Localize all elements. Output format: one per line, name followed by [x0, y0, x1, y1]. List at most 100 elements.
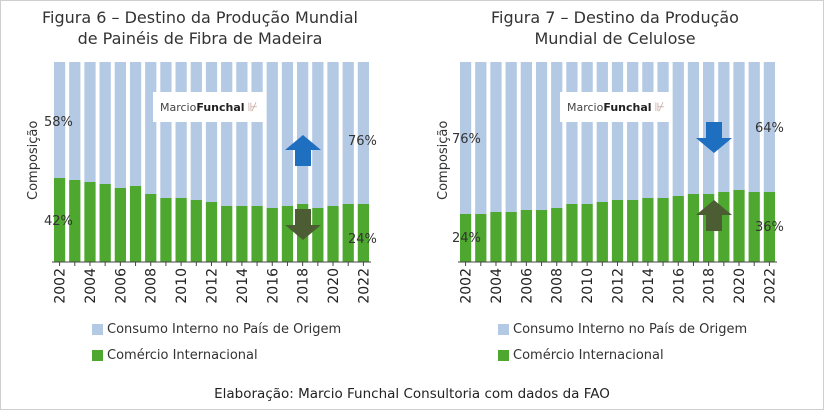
chart-1-bar-domestic-2002 — [53, 62, 66, 178]
chart-1-title-line-1: Figura 6 – Destino da Produção Mundial — [42, 8, 358, 27]
chart-1-bar-trade-2013 — [221, 206, 233, 262]
chart-2-x-tick-label-2002: 2002 — [459, 268, 475, 304]
legend-item-domestic: Consumo Interno no País de Origem — [92, 320, 341, 338]
chart-1-bar-domestic-2010 — [175, 62, 187, 198]
chart-1-bar-domestic-2013 — [221, 62, 233, 206]
chart-2-bar-trade-2015 — [657, 198, 669, 262]
chart-2-bar-trade-2013 — [627, 200, 639, 262]
chart-1-bar-trade-2015 — [251, 206, 263, 262]
legend-swatch-domestic — [92, 323, 103, 335]
chart-2-bar-trade-2020 — [733, 190, 745, 262]
chart-1-bar-trade-2002 — [53, 178, 66, 262]
chart-2-x-tick-label-2018: 2018 — [702, 268, 718, 304]
chart-2-title-line-1: Figura 7 – Destino da Produção — [491, 8, 739, 27]
chart-2-legend: Consumo Interno no País de Origem Comérc… — [498, 320, 747, 364]
chart-1-bar-trade-2008 — [145, 194, 157, 262]
chart-1-bar-domestic-2008 — [145, 62, 157, 194]
chart-2-bar-trade-2014 — [642, 198, 654, 262]
chart-2-bar-trade-2005 — [505, 212, 517, 262]
chart-2-annotation-upper-left: 76% — [452, 132, 481, 147]
chart-2-bar-trade-2008 — [551, 208, 563, 262]
chart-2-arrow-up-icon — [696, 200, 732, 231]
chart-1-x-tick-label-2002: 2002 — [53, 268, 69, 304]
chart-2-x-tick-label-2010: 2010 — [580, 268, 596, 304]
chart-2-logo-mark-icon: ⊮ — [654, 100, 665, 114]
chart-1-x-tick-label-2020: 2020 — [326, 268, 342, 304]
chart-2-bar-trade-2006 — [520, 210, 532, 262]
chart-2-bar-domestic-2022 — [763, 62, 776, 192]
chart-2-bar-domestic-2015 — [657, 62, 669, 198]
chart-1-bar-domestic-2004 — [84, 62, 96, 182]
chart-2-bar-domestic-2021 — [748, 62, 760, 192]
chart-2-bar-trade-2007 — [535, 210, 548, 262]
legend-swatch-trade — [92, 349, 103, 361]
chart-1-bar-domestic-2003 — [69, 62, 81, 180]
chart-1-bar-trade-2017 — [281, 206, 294, 262]
chart-2-x-tick-label-2014: 2014 — [641, 268, 657, 304]
legend-label-trade: Comércio Internacional — [513, 347, 664, 363]
chart-1-bar-trade-2012 — [205, 202, 218, 262]
chart-2-bar-domestic-2008 — [551, 62, 563, 208]
chart-1-bar-trade-2021 — [342, 204, 354, 262]
legend-item-domestic: Consumo Interno no País de Origem — [498, 320, 747, 338]
chart-1-bar-domestic-2007 — [129, 62, 142, 186]
chart-2-bar-domestic-2020 — [733, 62, 745, 190]
chart-1-x-tick-label-2014: 2014 — [235, 268, 251, 304]
chart-1-logo: Marcio Funchal ⊮ — [153, 92, 265, 122]
legend-item-trade: Comércio Internacional — [92, 346, 341, 364]
chart-1-annotation-upper-right: 76% — [348, 134, 377, 149]
chart-2-x-tick-label-2016: 2016 — [671, 268, 687, 304]
chart-1-bar-domestic-2009 — [160, 62, 172, 198]
chart-1-arrow-up-icon — [285, 135, 321, 166]
chart-1-bar-trade-2004 — [84, 182, 96, 262]
chart-2-bar-domestic-2009 — [566, 62, 578, 204]
chart-2-logo: Marcio Funchal ⊮ — [560, 92, 672, 122]
chart-1-x-tick-label-2010: 2010 — [174, 268, 190, 304]
chart-1-bar-domestic-2019 — [312, 62, 324, 208]
chart-1-title-line-2: de Painéis de Fibra de Madeira — [77, 29, 323, 48]
chart-1-bar-trade-2010 — [175, 198, 187, 262]
chart-2-annotation-upper-right: 64% — [755, 121, 784, 136]
chart-1-title: Figura 6 – Destino da Produção Mundial d… — [20, 7, 380, 49]
chart-1-bar-domestic-2018 — [297, 62, 309, 204]
chart-2-bar-domestic-2019 — [718, 62, 730, 192]
chart-2-bar-trade-2022 — [763, 192, 776, 262]
chart-1-bar-trade-2003 — [69, 180, 81, 262]
chart-2-annotation-lower-right: 36% — [755, 220, 784, 235]
chart-1-bar-trade-2016 — [266, 208, 278, 262]
chart-1-bar-domestic-2011 — [190, 62, 202, 200]
chart-1-bar-domestic-2005 — [99, 62, 111, 184]
chart-2-arrow-down-icon — [696, 122, 732, 153]
chart-1-logo-mark-icon: ⊮ — [247, 100, 258, 114]
chart-2-bar-trade-2017 — [687, 194, 700, 262]
chart-1-bar-trade-2019 — [312, 208, 324, 262]
chart-2-x-tick-label-2004: 2004 — [489, 268, 505, 304]
chart-2-bar-domestic-2013 — [627, 62, 639, 200]
chart-1-logo-name-2: Funchal — [196, 100, 245, 114]
legend-swatch-domestic — [498, 323, 509, 335]
legend-item-trade: Comércio Internacional — [498, 346, 747, 364]
chart-1-x-tick-label-2008: 2008 — [144, 268, 160, 304]
chart-1-bar-trade-2009 — [160, 198, 172, 262]
chart-2-bar-domestic-2006 — [520, 62, 532, 210]
chart-1-bar-domestic-2020 — [327, 62, 339, 206]
chart-2-bar-trade-2004 — [490, 212, 502, 262]
chart-1-logo-name-1: Marcio — [160, 100, 197, 114]
chart-1-x-tick-label-2016: 2016 — [265, 268, 281, 304]
chart-2-bar-domestic-2016 — [672, 62, 684, 196]
legend-label-trade: Comércio Internacional — [107, 347, 258, 363]
chart-2-bar-domestic-2004 — [490, 62, 502, 212]
chart-2-bar-trade-2021 — [748, 192, 760, 262]
chart-1-annotation-lower-right: 24% — [348, 232, 377, 247]
chart-2-bar-domestic-2014 — [642, 62, 654, 198]
chart-2-bar-domestic-2011 — [596, 62, 608, 202]
chart-2-bar-domestic-2007 — [535, 62, 548, 210]
chart-2-bar-trade-2019 — [718, 192, 730, 262]
chart-1-x-tick-label-2018: 2018 — [296, 268, 312, 304]
chart-2-x-tick-label-2020: 2020 — [732, 268, 748, 304]
chart-1-bar-domestic-2006 — [114, 62, 126, 188]
chart-1-bar-trade-2020 — [327, 206, 339, 262]
chart-1-bar-trade-2005 — [99, 184, 111, 262]
chart-2-bar-domestic-2017 — [687, 62, 700, 194]
chart-2-x-tick-label-2022: 2022 — [762, 268, 778, 304]
